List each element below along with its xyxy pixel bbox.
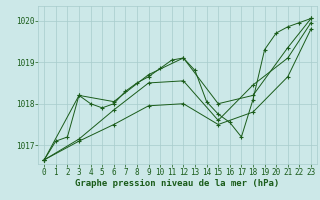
X-axis label: Graphe pression niveau de la mer (hPa): Graphe pression niveau de la mer (hPa) [76,179,280,188]
